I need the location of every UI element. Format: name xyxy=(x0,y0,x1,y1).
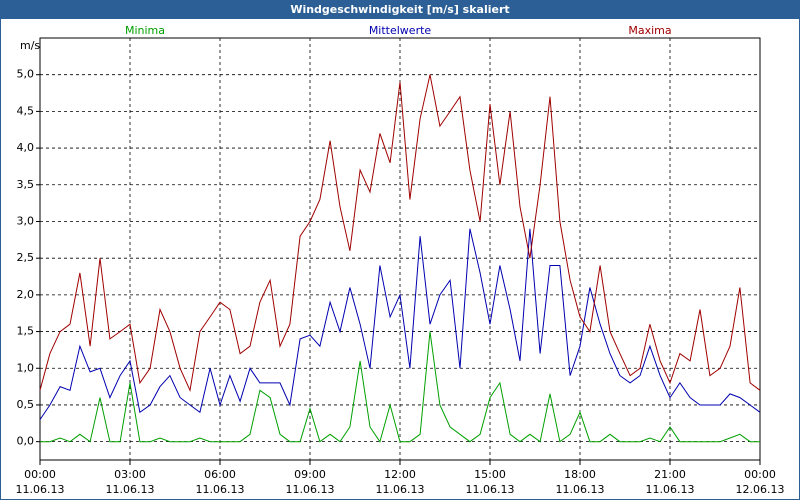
x-tick-date: 11.06.13 xyxy=(106,483,155,496)
x-tick-date: 11.06.13 xyxy=(286,483,335,496)
y-tick-label: 1,5 xyxy=(17,325,35,338)
y-tick-label: 5,0 xyxy=(17,68,35,81)
x-tick-label: 12:00 xyxy=(384,468,416,481)
y-tick-label: 4,0 xyxy=(17,141,35,154)
x-tick-date: 11.06.13 xyxy=(466,483,515,496)
x-tick-label: 09:00 xyxy=(294,468,326,481)
legend-entry: Mittelwerte xyxy=(369,24,432,37)
x-tick-date: 11.06.13 xyxy=(646,483,695,496)
x-tick-date: 11.06.13 xyxy=(556,483,605,496)
y-tick-label: 2,0 xyxy=(17,288,35,301)
y-tick-label: 2,5 xyxy=(17,251,35,264)
x-tick-label: 06:00 xyxy=(204,468,236,481)
y-tick-label: 3,0 xyxy=(17,214,35,227)
legend-entry: Minima xyxy=(125,24,165,37)
series-line xyxy=(39,74,761,393)
x-tick-date: 11.06.13 xyxy=(376,483,425,496)
legend-entry: Maxima xyxy=(628,24,671,37)
title-bar xyxy=(0,0,800,19)
chart-title: Windgeschwindigkeit [m/s] skaliert xyxy=(290,3,509,16)
x-tick-label: 18:00 xyxy=(564,468,596,481)
series-line xyxy=(40,331,760,443)
y-tick-label: 4,5 xyxy=(17,104,35,117)
x-tick-date: 11.06.13 xyxy=(196,483,245,496)
x-tick-date: 12.06.13 xyxy=(736,483,785,496)
y-tick-label: 1,0 xyxy=(17,361,35,374)
x-tick-label: 21:00 xyxy=(654,468,686,481)
x-tick-label: 15:00 xyxy=(474,468,506,481)
x-tick-label: 00:00 xyxy=(24,468,56,481)
series-line xyxy=(39,228,761,420)
x-tick-label: 03:00 xyxy=(114,468,146,481)
y-tick-label: 3,5 xyxy=(17,178,35,191)
x-tick-date: 11.06.13 xyxy=(16,483,65,496)
y-tick-label: 0,0 xyxy=(17,435,35,448)
y-tick-label: 0,5 xyxy=(17,398,35,411)
y-axis-label: m/s xyxy=(20,39,40,52)
x-tick-label: 00:00 xyxy=(744,468,776,481)
